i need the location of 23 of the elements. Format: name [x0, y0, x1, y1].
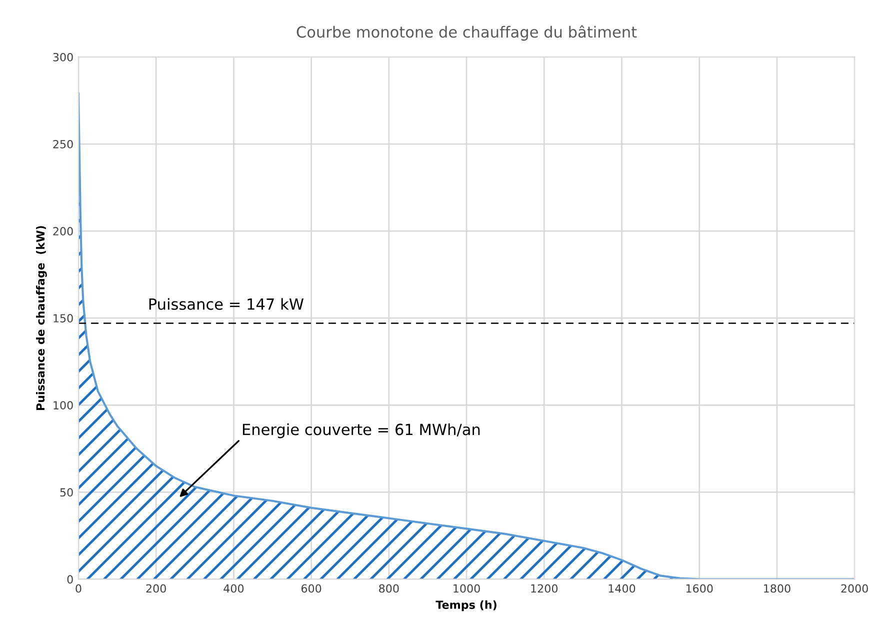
x-tick-label: 1200: [531, 584, 558, 593]
y-tick-label: 300: [53, 52, 73, 62]
chart-title: Courbe monotone de chauffage du bâtiment: [296, 25, 637, 41]
y-tick-label: 250: [53, 140, 73, 148]
x-tick-label: 2000: [841, 584, 868, 593]
x-tick-label: 600: [301, 584, 322, 593]
annotation: Energie couverte = 61 MWh/an: [242, 423, 480, 438]
x-tick-label: 400: [224, 584, 244, 593]
x-tick-label: 1000: [454, 584, 480, 593]
x-tick-label: 800: [379, 584, 399, 593]
y-axis-title: Puissance de chauffage (kW): [36, 226, 47, 410]
x-tick-label: 1800: [764, 584, 790, 593]
y-tick-label: 50: [60, 488, 73, 497]
ref-line-label: Puissance = 147 kW: [149, 298, 304, 310]
x-tick-label: 1400: [608, 584, 636, 593]
x-tick-label: 200: [146, 584, 166, 593]
x-axis-title: Temps (h): [436, 600, 496, 612]
x-tick-label: 1600: [686, 584, 713, 593]
y-tick-label: 0: [67, 575, 73, 584]
x-tick-label: 0: [76, 584, 82, 593]
y-tick-label: 100: [54, 401, 73, 410]
y-tick-label: 200: [53, 227, 73, 236]
y-tick-label: 150: [54, 314, 73, 322]
